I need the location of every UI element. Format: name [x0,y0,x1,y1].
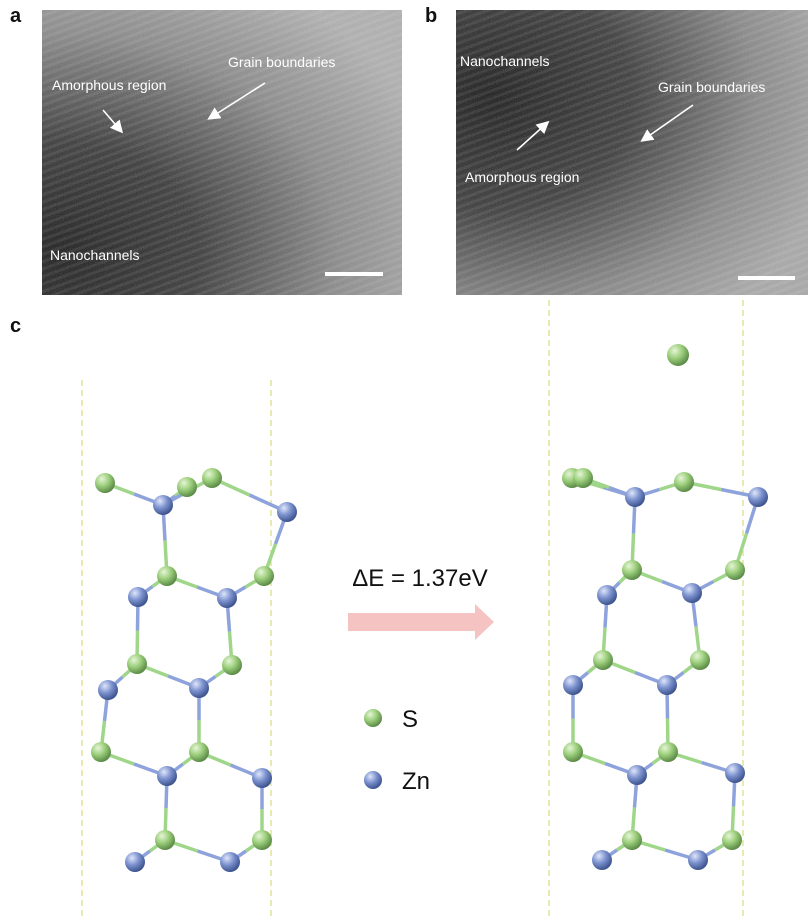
legend-label: S [402,706,418,733]
sulfur-atom [563,742,583,762]
sulfur-atom [155,830,175,850]
zinc-atom [252,768,272,788]
sulfur-atom [222,655,242,675]
reaction-arrow [348,604,494,640]
zinc-atom [725,763,745,783]
zinc-atom [157,766,177,786]
panel-label: b [425,5,437,27]
scale-bar [325,272,383,276]
sulfur-atom [127,654,147,674]
sulfur-atom [252,830,272,850]
sulfur-atom [622,830,642,850]
zinc-atom [277,502,297,522]
sulfur-atom [177,477,197,497]
zinc-atom [748,487,768,507]
sulfur-atom [725,560,745,580]
energy-label: ΔE = 1.37eV [352,565,487,592]
zinc-atom [688,850,708,870]
page: a b c Amorphous region Grain boundaries … [0,0,808,922]
sulfur-atom [189,742,209,762]
zinc-atom [563,675,583,695]
sulfur-atom [573,468,593,488]
panel-label: c [10,315,21,337]
zinc-atom [625,487,645,507]
sulfur-atom [722,830,742,850]
figure: a b c Amorphous region Grain boundaries … [0,0,808,922]
panel-label: a [10,5,22,27]
zinc-atom [592,850,612,870]
annotation: Grain boundaries [228,54,335,70]
sulfur-atom [95,473,115,493]
annotation: Amorphous region [465,169,579,185]
zinc-atom [153,495,173,515]
sulfur-atom [91,742,111,762]
annotation: Amorphous region [52,77,166,93]
sulfur-atom [254,566,274,586]
zinc-atom [220,852,240,872]
legend-label: Zn [402,768,430,795]
sulfur-atom [690,650,710,670]
annotation: Nanochannels [460,53,550,69]
zinc-atom [657,675,677,695]
sulfur-atom [622,560,642,580]
zinc-atom [98,680,118,700]
annotation: Grain boundaries [658,79,765,95]
tem-image-a: Amorphous region Grain boundaries Nanoch… [42,10,402,295]
tem-image-b: Nanochannels Grain boundaries Amorphous … [456,10,808,295]
zinc-atom [597,585,617,605]
zinc-atom [217,588,237,608]
sulfur-atom [674,472,694,492]
scale-bar [738,276,795,280]
sulfur-atom [202,468,222,488]
sulfur-atom [667,344,689,366]
zinc-atom [125,852,145,872]
zinc-atom [189,678,209,698]
legend-swatch [364,709,382,727]
cell-boundaries [82,300,743,918]
legend-swatch [364,771,382,789]
sulfur-atom [658,742,678,762]
zinc-atom [682,583,702,603]
zinc-atom [128,587,148,607]
sulfur-atom [593,650,613,670]
annotation: Nanochannels [50,247,140,263]
sulfur-atom [157,566,177,586]
zinc-atom [627,765,647,785]
